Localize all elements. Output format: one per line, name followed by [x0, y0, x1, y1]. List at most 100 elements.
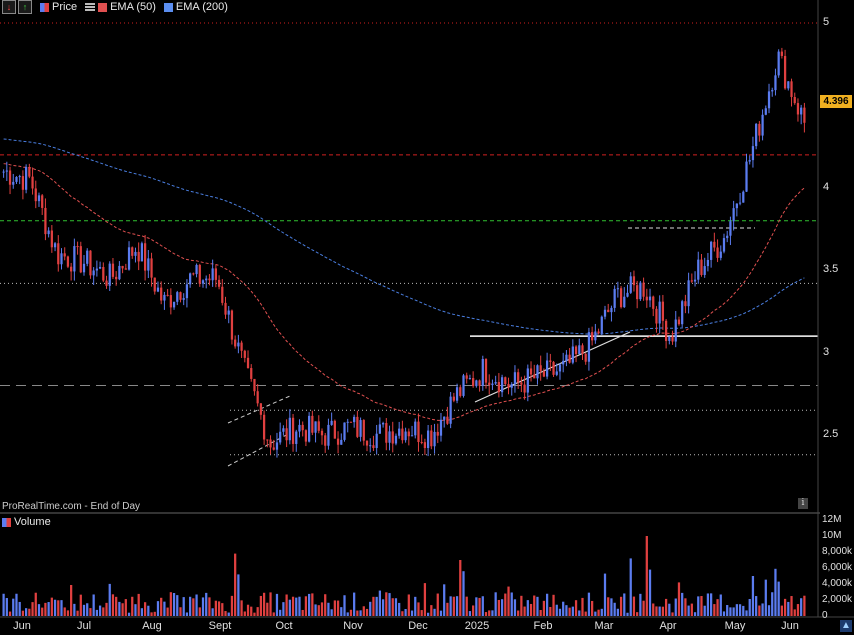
candle-body: [356, 416, 359, 437]
candle-body: [163, 294, 166, 301]
candle-body: [758, 123, 761, 136]
volume-bar: [349, 609, 353, 616]
volume-bar: [398, 602, 401, 616]
candle-body: [279, 431, 282, 443]
month-tick-label: Nov: [343, 620, 363, 632]
candle-body: [774, 75, 777, 91]
candle-body: [314, 421, 317, 433]
volume-bar: [304, 596, 308, 616]
expand-icon[interactable]: ↑: [18, 0, 32, 14]
candle-body: [455, 387, 459, 401]
price-tick-label: 3.5: [823, 263, 839, 276]
volume-bar: [221, 603, 224, 616]
candle-body: [256, 391, 259, 404]
volume-bar: [536, 596, 539, 616]
volume-bar: [356, 610, 359, 616]
volume-bar: [664, 598, 668, 616]
month-tick-label: Jun: [13, 620, 31, 632]
candle-body: [153, 277, 156, 292]
candle-body: [388, 431, 391, 443]
volume-bar: [745, 610, 748, 616]
candle-body: [726, 235, 729, 239]
collapse-icon[interactable]: ↓: [2, 0, 16, 14]
candle-body: [719, 251, 722, 258]
volume-bar: [131, 596, 134, 616]
volume-bar: [121, 603, 124, 616]
candle-body: [597, 331, 600, 334]
candle-body: [636, 285, 639, 300]
candle-body: [127, 247, 131, 270]
candle-body: [362, 420, 365, 441]
candle-body: [671, 336, 674, 342]
candle-body: [79, 246, 82, 273]
volume-bar: [166, 607, 169, 616]
candle-body: [346, 421, 349, 423]
scroll-up-icon[interactable]: ▲: [840, 620, 852, 632]
volume-bar: [783, 598, 787, 616]
legend-ema200[interactable]: EMA (200): [163, 1, 228, 13]
candle-body: [82, 263, 86, 273]
candle-body: [591, 332, 594, 341]
price-tick-label: 2.5: [823, 428, 839, 440]
candle-body: [8, 170, 12, 185]
volume-bar: [66, 610, 70, 616]
volume-bar: [767, 605, 771, 616]
candle-body: [195, 264, 198, 275]
volume-bar: [179, 607, 182, 616]
volume-bar: [160, 597, 163, 616]
candle-body: [426, 430, 430, 449]
volume-bar: [92, 594, 95, 616]
volume-legend[interactable]: Volume: [0, 515, 54, 529]
candle-body: [53, 243, 57, 248]
volume-bar: [423, 583, 427, 616]
volume-bar: [526, 600, 529, 616]
volume-bar: [320, 602, 324, 616]
volume-bar: [545, 593, 549, 616]
volume-bar: [134, 604, 137, 616]
candle-body: [790, 81, 793, 98]
candle-body: [291, 417, 295, 444]
legend-price[interactable]: Price: [40, 1, 77, 13]
volume-bar: [578, 610, 581, 616]
volume-bar: [610, 598, 613, 616]
month-tick-label: Jul: [76, 620, 92, 632]
volume-bar: [497, 599, 500, 616]
menu-icon: [85, 3, 96, 11]
volume-bar: [311, 593, 314, 616]
candle-body: [111, 263, 115, 277]
volume-bar: [800, 598, 803, 616]
volume-bar: [500, 599, 504, 616]
volume-bar: [192, 598, 195, 616]
candle-body: [558, 364, 562, 372]
candle-body: [581, 345, 584, 354]
volume-bar: [269, 592, 272, 616]
month-tick-label: Jun: [781, 620, 799, 632]
candle-body: [533, 374, 536, 379]
candle-body: [66, 256, 70, 267]
volume-bar: [426, 612, 430, 616]
candle-body: [166, 294, 169, 296]
candle-body: [780, 51, 784, 56]
candle-body: [722, 238, 726, 252]
candle-body: [201, 280, 205, 284]
volume-label: Volume: [14, 516, 51, 528]
volume-bar: [291, 596, 295, 616]
candle-body: [12, 181, 15, 185]
month-tick-label: 2025: [464, 620, 490, 632]
volume-bar: [214, 600, 217, 616]
candle-body: [552, 361, 555, 375]
candle-body: [767, 91, 771, 109]
candle-body: [73, 246, 76, 272]
info-icon[interactable]: i: [798, 498, 808, 509]
volume-bar: [259, 595, 263, 616]
candle-body: [436, 431, 439, 436]
volume-bar: [372, 596, 375, 616]
candle-body: [616, 288, 619, 290]
volume-bar: [369, 601, 372, 616]
volume-tick-label: 10M: [822, 530, 842, 541]
candle-body: [697, 259, 700, 280]
volume-bar: [552, 594, 555, 616]
volume-bar: [459, 560, 462, 616]
volume-bar: [275, 593, 279, 616]
legend-ema50[interactable]: EMA (50): [85, 1, 156, 13]
